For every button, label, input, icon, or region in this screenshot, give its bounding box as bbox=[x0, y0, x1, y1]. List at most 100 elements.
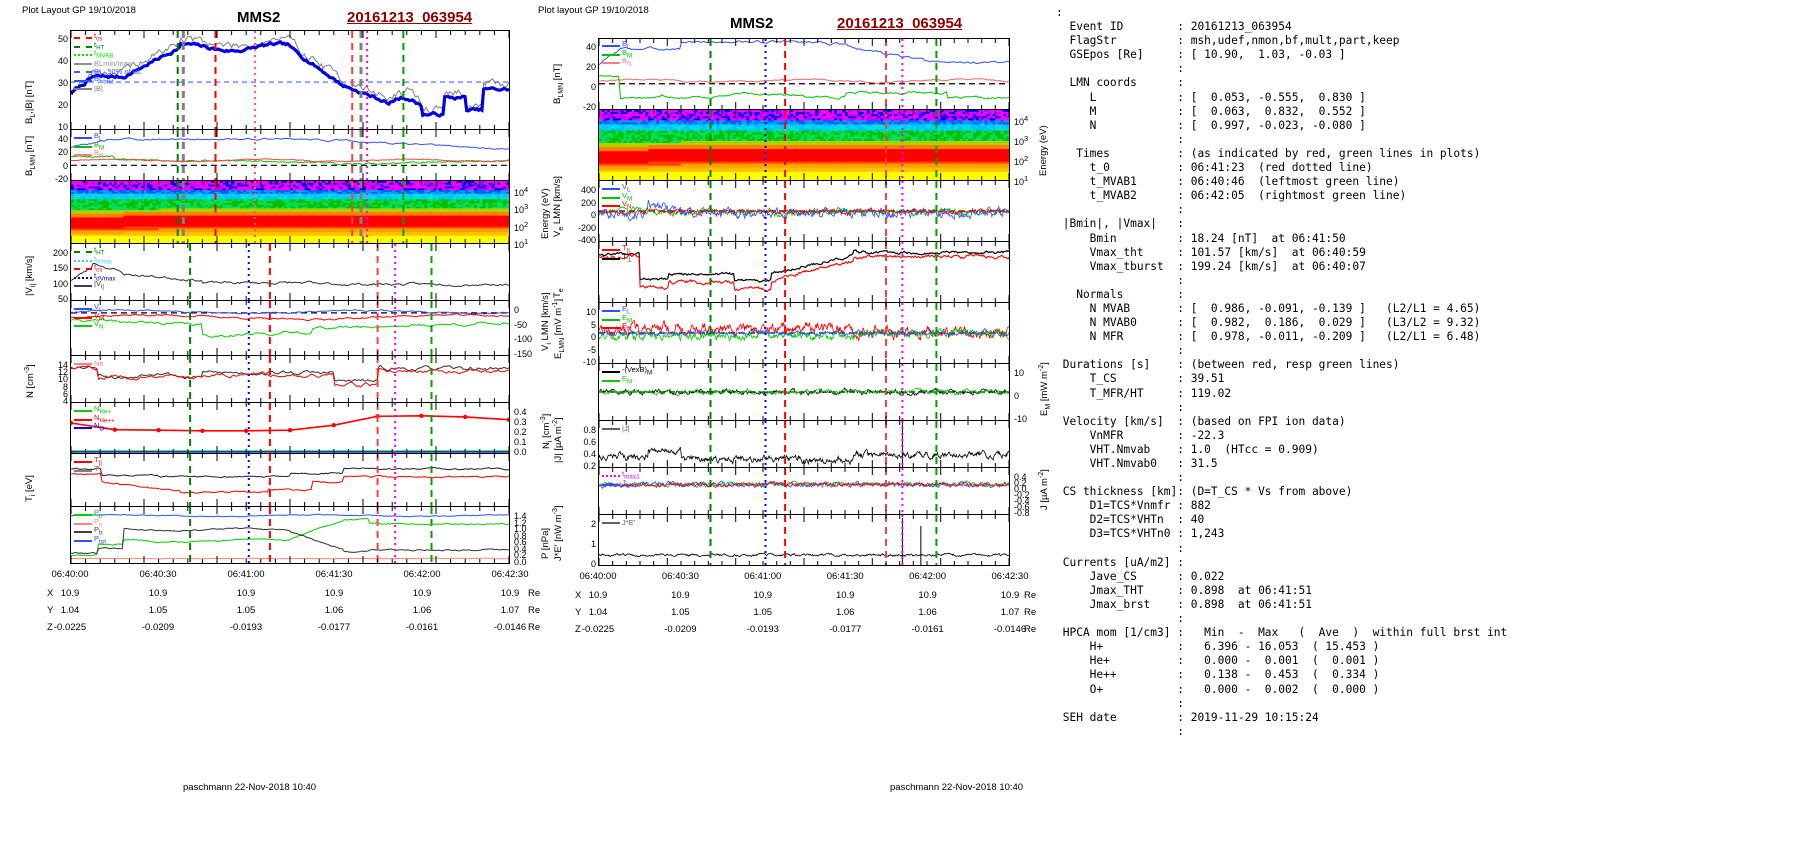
x-tick-label: 06:41:30 bbox=[315, 569, 353, 580]
y-tick: 10 bbox=[57, 122, 68, 132]
legend-label: NHe+ bbox=[94, 404, 112, 416]
plot-electron-temperature bbox=[598, 241, 1010, 303]
legend-item: |J| bbox=[602, 424, 630, 434]
y-tick: 14 bbox=[57, 360, 68, 370]
coord-value: -0.0177 bbox=[829, 624, 862, 635]
legend-item: tcs bbox=[74, 32, 142, 43]
y-tick: 40 bbox=[585, 42, 596, 52]
y-tick: 104 bbox=[514, 185, 529, 198]
coord-unit: Re bbox=[528, 622, 541, 633]
y-tick: 103 bbox=[514, 202, 529, 216]
coord-value: -0.0225 bbox=[581, 624, 615, 635]
legend-label: J*E' bbox=[622, 518, 636, 527]
legend-item: BN bbox=[74, 149, 104, 160]
legend-item: JL bbox=[602, 478, 639, 489]
y-axis-label: J*E' [nW m-3] bbox=[552, 505, 565, 561]
coord-value: -0.0209 bbox=[141, 622, 175, 633]
legend-swatch bbox=[602, 522, 620, 525]
coord-value: 1.04 bbox=[588, 607, 608, 618]
plot-legend: -(VexB)M EM bbox=[602, 366, 652, 385]
legend-label: Pp bbox=[94, 508, 103, 520]
y-axis-label: ELMN [mV m-1] bbox=[552, 298, 567, 359]
plot-legend: Ne bbox=[74, 359, 104, 369]
y-axis-label: Energy (eV) bbox=[1038, 125, 1049, 176]
legend-label: T|| bbox=[622, 243, 630, 255]
legend-label: tVmax bbox=[94, 253, 113, 266]
legend-swatch bbox=[602, 483, 620, 486]
y-tick: 0.0 bbox=[514, 557, 527, 567]
coord-value: 10.9 bbox=[148, 588, 168, 599]
plot-legend: BL BM BN bbox=[602, 40, 632, 68]
y-tick: 0.8 bbox=[583, 425, 596, 435]
spacecraft-title: MMS2 bbox=[237, 9, 281, 26]
coord-value: 1.06 bbox=[835, 607, 855, 618]
y-tick: 0.3 bbox=[514, 417, 527, 427]
legend-item: BLbrst bbox=[74, 73, 142, 86]
legend-label: tdVmax bbox=[94, 270, 116, 283]
footer-credit-left: paschmann 22-Nov-2018 10:40 bbox=[183, 782, 317, 793]
y-tick: 20 bbox=[57, 147, 68, 158]
y-tick: 0.2 bbox=[583, 461, 596, 471]
coord-value: -0.0225 bbox=[53, 622, 87, 633]
plot-legend: tmaxJ JL bbox=[602, 470, 639, 489]
y-axis-label: Ve LMN [km/s] bbox=[552, 176, 565, 237]
y-tick: 0.2 bbox=[514, 427, 527, 437]
y-tick: -0.6 bbox=[1014, 502, 1030, 512]
legend-item: NHe++ bbox=[74, 413, 115, 424]
legend-label: T⊥ bbox=[622, 251, 633, 264]
legend-label: BL, 50% of BL bbox=[94, 67, 142, 76]
x-tick-label: 06:41:00 bbox=[227, 569, 265, 580]
y-tick: 200 bbox=[52, 248, 68, 258]
mid-plot-stack bbox=[598, 38, 1010, 566]
y-tick: 102 bbox=[1014, 154, 1029, 167]
legend-label: VM bbox=[94, 310, 105, 323]
coord-value: -0.0193 bbox=[746, 624, 779, 635]
y-tick: -0.8 bbox=[1014, 508, 1030, 518]
legend-swatch bbox=[74, 308, 92, 311]
legend-label: BLbrst bbox=[94, 73, 114, 86]
y-tick: 1 bbox=[590, 539, 596, 549]
x-tick-label: 06:40:30 bbox=[139, 569, 177, 580]
plot-legend: T|| T⊥ bbox=[602, 243, 633, 264]
y-tick: 102 bbox=[514, 219, 529, 233]
spacecraft-title-mid: MMS2 bbox=[730, 15, 774, 32]
legend-item: Pb bbox=[74, 526, 106, 537]
legend-item: tmaxJ bbox=[602, 470, 639, 481]
legend-swatch bbox=[602, 371, 620, 374]
legend-item: T⊥ bbox=[74, 464, 104, 475]
coord-value: -0.0209 bbox=[664, 624, 697, 635]
legend-item: BM bbox=[74, 140, 104, 151]
coord-value: -0.0193 bbox=[229, 622, 263, 633]
plot-jdote bbox=[598, 514, 1010, 566]
legend-item: -(VexB)M bbox=[602, 366, 652, 377]
coord-unit: Re bbox=[1024, 590, 1037, 601]
coord-value: 10.9 bbox=[1000, 590, 1020, 601]
y-tick: -0.4 bbox=[1014, 496, 1030, 506]
legend-label: tcs bbox=[94, 262, 103, 274]
legend-swatch bbox=[602, 249, 620, 252]
legend-swatch bbox=[74, 62, 92, 65]
coord-value: -0.0177 bbox=[317, 622, 351, 633]
y-tick: 0 bbox=[1014, 391, 1020, 401]
y-tick: 104 bbox=[1014, 114, 1029, 127]
plot-legend: tHT tVmax tcs tdVmax |Vi| bbox=[74, 246, 116, 291]
legend-item: VN bbox=[74, 320, 104, 331]
y-tick: 30 bbox=[57, 78, 68, 88]
legend-item: VM bbox=[74, 310, 105, 323]
plot-hpca-ion-density bbox=[70, 402, 510, 454]
legend-swatch bbox=[74, 37, 92, 40]
coord-value: 1.05 bbox=[671, 607, 690, 618]
legend-item: Pn bbox=[74, 517, 106, 528]
y-tick: 0.2 bbox=[1014, 478, 1027, 488]
legend-item: tMVAB bbox=[74, 49, 142, 60]
legend-swatch bbox=[74, 88, 92, 91]
x-tick-label: 06:42:00 bbox=[909, 571, 947, 582]
coord-value: 10.9 bbox=[60, 588, 80, 599]
legend-swatch bbox=[602, 310, 620, 313]
plot-legend: NHe+ NHe++ NO+ bbox=[74, 404, 115, 433]
plot-legend: VL VM VN bbox=[602, 183, 632, 211]
coord-value: -0.0146 bbox=[993, 624, 1027, 635]
legend-item: T|| bbox=[602, 243, 632, 255]
x-tick-label: 06:42:30 bbox=[491, 569, 529, 580]
y-axis-label: |J| [µA m-2] bbox=[552, 417, 565, 463]
